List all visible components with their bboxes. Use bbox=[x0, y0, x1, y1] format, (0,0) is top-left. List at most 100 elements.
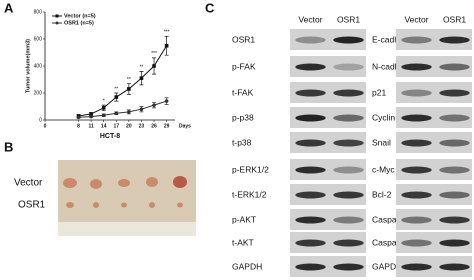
band bbox=[333, 114, 364, 122]
significance: ** bbox=[139, 65, 143, 71]
marker bbox=[152, 103, 156, 107]
blot bbox=[290, 29, 366, 50]
y-tick-label: 0 bbox=[39, 117, 42, 123]
blot bbox=[396, 56, 472, 77]
marker bbox=[114, 111, 119, 116]
blot bbox=[290, 56, 366, 77]
band bbox=[295, 239, 326, 247]
blot bbox=[396, 256, 472, 277]
band bbox=[439, 166, 470, 174]
blot-label: Cyclin D1 bbox=[372, 112, 409, 122]
band bbox=[401, 239, 432, 247]
x-unit: Days bbox=[179, 123, 191, 129]
band bbox=[333, 263, 364, 271]
blot bbox=[290, 82, 366, 103]
blot bbox=[290, 209, 366, 230]
band bbox=[295, 36, 326, 44]
band bbox=[295, 263, 326, 271]
marker bbox=[89, 112, 93, 116]
band bbox=[333, 191, 364, 199]
x-tick-label: 20 bbox=[126, 123, 132, 129]
legend-marker bbox=[55, 14, 59, 18]
blot bbox=[290, 159, 366, 180]
series-line bbox=[78, 45, 168, 117]
significance: * bbox=[103, 98, 105, 104]
marker bbox=[114, 95, 119, 99]
x-tick-label: 26 bbox=[151, 123, 157, 129]
lane-header: Vector bbox=[298, 14, 322, 24]
x-tick-label: 8 bbox=[77, 123, 80, 129]
band bbox=[333, 89, 364, 97]
band bbox=[439, 63, 470, 71]
marker bbox=[127, 87, 131, 91]
panel-label: A bbox=[4, 0, 14, 15]
band bbox=[333, 139, 364, 147]
legend-label: OSR1 (n=5) bbox=[64, 20, 94, 26]
band bbox=[295, 166, 326, 174]
ruler bbox=[58, 222, 196, 236]
blot-label: p21 bbox=[372, 87, 386, 97]
blot-label: E-cadherin bbox=[372, 34, 413, 44]
marker bbox=[164, 43, 169, 48]
band bbox=[439, 89, 470, 97]
blot-label: Snail bbox=[372, 137, 391, 147]
x-tick-label: 0 bbox=[44, 123, 47, 129]
panel-label: C bbox=[205, 0, 215, 15]
band bbox=[295, 114, 326, 122]
y-tick-label: 200 bbox=[34, 90, 43, 96]
photo-row-label: Vector bbox=[14, 178, 43, 189]
blot bbox=[290, 107, 366, 128]
panel-label: B bbox=[4, 139, 13, 154]
band bbox=[333, 216, 364, 224]
band bbox=[333, 63, 364, 71]
blot-label: Caspase-3 bbox=[372, 214, 413, 224]
x-tick-label: 23 bbox=[139, 123, 145, 129]
lane-header: Vector bbox=[404, 14, 428, 24]
band bbox=[401, 191, 432, 199]
blot-label: p-ERK1/2 bbox=[232, 164, 269, 174]
marker bbox=[152, 64, 156, 68]
band bbox=[401, 36, 432, 44]
blot bbox=[396, 29, 472, 50]
band bbox=[439, 36, 470, 44]
band bbox=[439, 191, 470, 199]
blot-label: Caspase-9 bbox=[372, 237, 413, 247]
blot-label: c-Myc bbox=[372, 164, 395, 174]
photo-row-label: OSR1 bbox=[18, 200, 46, 211]
blot bbox=[396, 209, 472, 230]
lane-header: OSR1 bbox=[337, 14, 360, 24]
x-tick-label: 29 bbox=[164, 123, 170, 129]
band bbox=[295, 139, 326, 147]
y-tick-label: 600 bbox=[34, 36, 43, 42]
band bbox=[439, 139, 470, 147]
blot-label: t-FAK bbox=[232, 87, 254, 97]
x-tick-label: 14 bbox=[101, 123, 107, 129]
blot-label: p-p38 bbox=[232, 112, 254, 122]
blot-label: p-AKT bbox=[232, 214, 256, 224]
blot bbox=[290, 132, 366, 153]
blot-label: t-AKT bbox=[232, 237, 254, 247]
lane-header: OSR1 bbox=[443, 14, 466, 24]
significance: *** bbox=[151, 51, 157, 57]
band bbox=[401, 166, 432, 174]
blot-label: GAPDH bbox=[372, 261, 402, 271]
band bbox=[401, 63, 432, 71]
band bbox=[401, 89, 432, 97]
blot bbox=[396, 184, 472, 205]
marker bbox=[139, 107, 144, 111]
band bbox=[439, 216, 470, 224]
band bbox=[333, 166, 364, 174]
y-tick-label: 400 bbox=[34, 63, 43, 69]
band bbox=[295, 63, 326, 71]
marker bbox=[164, 99, 169, 103]
tumors bbox=[63, 176, 187, 208]
significance: ** bbox=[114, 86, 118, 92]
band bbox=[439, 263, 470, 271]
marker bbox=[101, 113, 106, 118]
marker bbox=[139, 76, 144, 80]
y-tick-label: 800 bbox=[34, 9, 43, 15]
blot bbox=[396, 159, 472, 180]
blot bbox=[290, 256, 366, 277]
x-axis-title: HCT-8 bbox=[100, 133, 120, 140]
